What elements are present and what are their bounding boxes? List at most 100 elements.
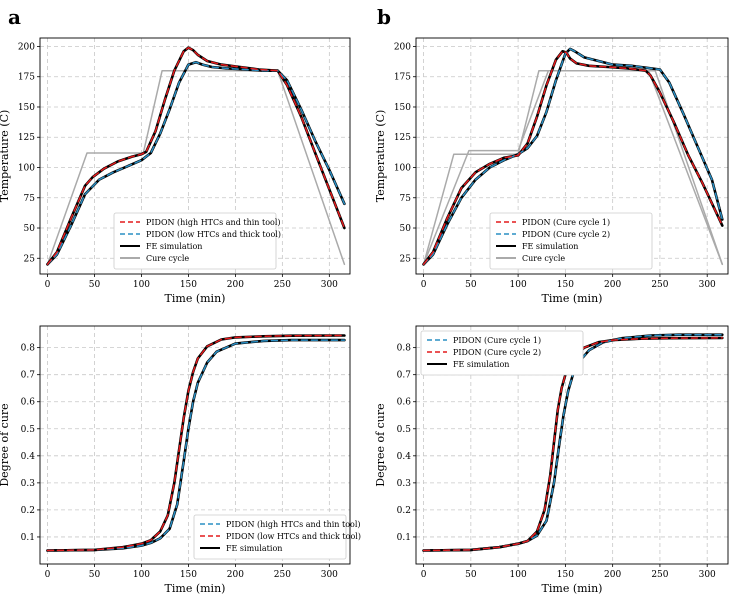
x-tick-label: 300 [321,280,338,290]
x-tick-label: 50 [89,570,101,580]
y-tick-label: 150 [394,103,411,113]
x-tick-label: 100 [510,570,527,580]
x-tick-label: 0 [421,280,427,290]
series-pidon-cure-cycle-2 [422,337,724,552]
plot-frame [39,37,351,275]
x-tick-label: 250 [274,570,291,580]
panel-letter-a: a [8,5,21,29]
legend-label: PIDON (Cure cycle 1) [522,218,610,227]
y-tick-label: 50 [24,224,36,234]
x-axis-label: Time (min) [542,292,603,305]
x-tick-label: 0 [45,280,51,290]
plot-frame [415,325,729,565]
x-tick-label: 250 [651,280,668,290]
plot-frame [415,37,729,275]
x-tick-label: 200 [227,570,244,580]
legend-label: PIDON (low HTCs and thick tool) [226,532,361,541]
y-tick-label: 0.5 [21,425,36,435]
legend-label: Cure cycle [522,254,565,263]
y-tick-label: 0.1 [397,533,411,543]
y-tick-label: 0.1 [21,533,35,543]
y-tick-label: 175 [394,73,411,83]
legend-box [193,514,347,560]
x-tick-label: 100 [133,570,150,580]
legend-label: PIDON (Cure cycle 2) [522,230,610,239]
y-tick-label: 200 [18,42,35,52]
series-cure-cycle [422,69,724,266]
legend-label: FE simulation [522,242,578,251]
legend-box [420,330,584,376]
y-tick-label: 100 [18,163,35,173]
y-tick-label: 150 [18,103,35,113]
panel-letter-b: b [377,5,391,29]
plots: 0 50 100 150 200 250 300255075100125150175200T… [0,37,729,595]
legend-label: FE simulation [453,360,509,369]
x-tick-label: 50 [89,280,101,290]
plot-frame [39,325,351,565]
y-tick-label: 0.4 [397,452,412,462]
x-tick-label: 150 [557,570,574,580]
series-pidon-high-htcs-and-thin-tool [46,339,346,552]
y-tick-label: 0.3 [21,479,36,489]
legend-label: PIDON (low HTCs and thick tool) [146,230,281,239]
y-tick-label: 100 [394,163,411,173]
y-axis-label: Degree of cure [0,403,11,486]
legend-box [113,212,277,270]
legend: PIDON (Cure cycle 1) PIDON (Cure cycle 2)… [489,212,653,270]
y-tick-label: 0.4 [21,452,36,462]
legend-label: PIDON (Cure cycle 2) [453,348,541,357]
y-tick-label: 0.6 [397,398,412,408]
y-tick-label: 75 [400,194,412,204]
chart-b_doc: 0 50 100 150 200 250 300 0.1 0.2 0.3 0.4 0.5 0.6 0.7 0… [374,325,729,595]
x-tick-label: 150 [180,570,197,580]
y-axis-label: Temperature (C) [374,110,387,203]
x-axis-label: Time (min) [165,292,226,305]
chart-a_temp: 0 50 100 150 200 250 300255075100125150175200T… [0,37,351,305]
x-tick-label: 150 [180,280,197,290]
x-tick-label: 100 [510,280,527,290]
series-cure-cycle [422,69,724,266]
x-tick-label: 150 [557,280,574,290]
y-tick-label: 25 [400,254,412,264]
series-pidon-low-htcs-and-thick-tool [46,61,346,266]
y-tick-label: 0.7 [21,371,36,381]
x-tick-label: 100 [133,280,150,290]
y-axis-label: Degree of cure [374,403,387,486]
y-axis-label: Temperature (C) [0,110,11,203]
x-tick-label: 250 [274,280,291,290]
x-tick-label: 300 [699,280,716,290]
x-tick-label: 0 [45,570,51,580]
legend: PIDON (high HTCs and thin tool) PIDON (lo… [113,212,281,270]
y-tick-label: 200 [394,42,411,52]
y-tick-label: 125 [18,133,35,143]
y-tick-label: 25 [24,254,36,264]
y-tick-label: 0.6 [21,398,36,408]
y-tick-label: 0.7 [397,371,412,381]
y-tick-label: 50 [400,224,412,234]
series-group [422,47,724,266]
series-group [46,46,346,266]
legend-label: FE simulation [146,242,202,251]
series-cure-cycle [46,69,346,266]
x-tick-label: 200 [604,570,621,580]
legend-label: Cure cycle [146,254,189,263]
y-tick-label: 0.8 [397,344,412,354]
series-group [46,334,346,552]
y-tick-label: 125 [394,133,411,143]
chart-a_doc: 0 50 100 150 200 250 300 0.1 0.2 0.3 0.4 0.5 0.6 0.7 0… [0,325,361,595]
x-tick-label: 300 [699,570,716,580]
x-tick-label: 50 [465,280,477,290]
y-tick-label: 0.5 [397,425,412,435]
series-pidon-low-htcs-and-thick-tool [46,334,346,552]
x-axis-label: Time (min) [165,582,226,595]
legend: PIDON (Cure cycle 1) PIDON (Cure cycle 2)… [420,330,584,376]
x-tick-label: 200 [227,280,244,290]
y-tick-label: 0.3 [397,479,412,489]
y-tick-label: 0.2 [397,506,411,516]
legend-label: PIDON (Cure cycle 1) [453,336,541,345]
legend-label: PIDON (high HTCs and thin tool) [146,218,281,227]
series-pidon-cure-cycle-1 [422,50,724,266]
x-tick-label: 0 [421,570,427,580]
x-tick-label: 50 [465,570,477,580]
